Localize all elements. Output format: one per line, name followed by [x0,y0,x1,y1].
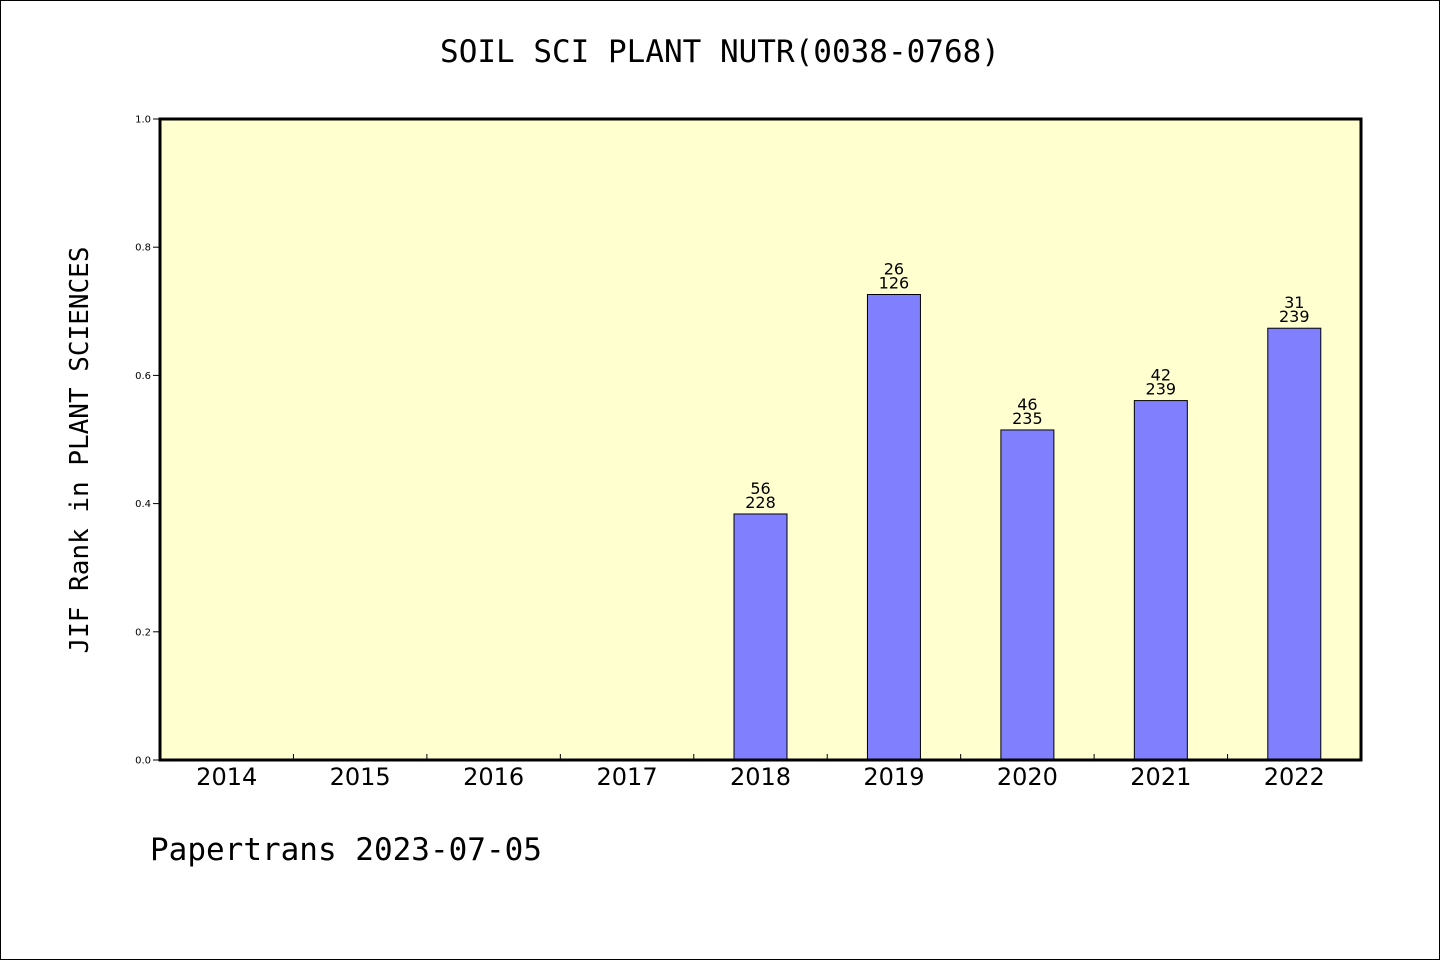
bar [866,294,921,761]
bar-total-label: 126 [879,274,910,293]
bar [1133,400,1188,761]
bar [1267,327,1322,761]
x-tick-label: 2021 [1130,763,1191,791]
chart-title: SOIL SCI PLANT NUTR(0038-0768) [440,34,1000,70]
bar-rank-label: 56 [750,479,770,498]
footer-credit: Papertrans 2023-07-05 [150,832,542,868]
y-tick-label: 0.0 [135,756,151,767]
bar-total-label: 239 [1146,380,1177,399]
y-tick-label: 0.4 [135,499,151,510]
bar-rank-label: 46 [1017,395,1037,414]
y-tick-label: 0.8 [135,243,151,254]
bar-rank-label: 26 [884,260,904,279]
bar-rank-label: 31 [1284,293,1304,312]
plot-border [158,117,1363,762]
y-tick-label: 1.0 [135,115,151,126]
bar-total-label: 239 [1279,307,1310,326]
y-tick-label: 0.2 [135,627,151,638]
bar-total-label: 235 [1012,409,1043,428]
x-tick-label: 2014 [196,763,257,791]
bar [733,513,788,761]
y-tick-label: 0.6 [135,371,151,382]
bar [1000,429,1055,761]
x-tick-label: 2016 [463,763,524,791]
x-tick-label: 2017 [597,763,658,791]
bar-total-label: 228 [745,493,776,512]
x-tick-label: 2018 [730,763,791,791]
bar-rank-label: 42 [1151,366,1171,385]
x-tick-label: 2019 [863,763,924,791]
x-tick-label: 2020 [997,763,1058,791]
x-tick-label: 2015 [330,763,391,791]
x-tick-label: 2022 [1264,763,1325,791]
